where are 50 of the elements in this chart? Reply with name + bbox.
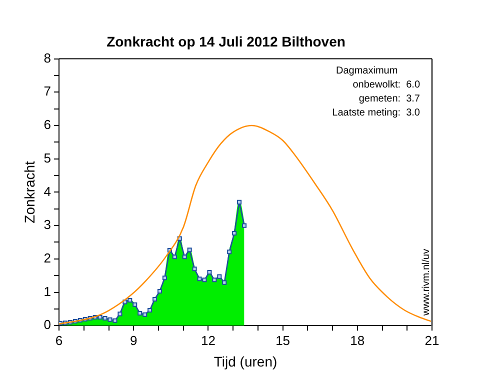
annotation: Laatste meting: 3.0 — [332, 108, 420, 119]
x-tick-label: 15 — [276, 332, 290, 348]
point — [172, 254, 177, 260]
point — [197, 276, 202, 282]
y-tick-label: 4 — [44, 184, 52, 199]
x-tick-label: 21 — [424, 332, 440, 348]
y-axis-title: Zonkracht — [21, 160, 38, 224]
point — [142, 312, 148, 317]
x-tick-label: 6 — [55, 332, 63, 348]
y-tick-label: 7 — [44, 84, 52, 99]
point — [152, 296, 158, 302]
y-tick-label: 0 — [44, 317, 52, 332]
annotation: gemeten: 3.7 — [358, 94, 420, 105]
point — [128, 298, 132, 303]
point — [162, 276, 167, 280]
point — [98, 314, 102, 320]
y-tick-label: 8 — [44, 50, 52, 66]
x-axis-title: Tijd (uren) — [214, 353, 278, 370]
y-tick-label: 1 — [44, 284, 52, 299]
y-tick-label: 6 — [44, 117, 52, 132]
point — [237, 200, 242, 204]
annotation: www.rivm.nl/uv — [420, 248, 432, 317]
point — [187, 248, 192, 252]
point — [112, 318, 118, 323]
point — [217, 274, 222, 279]
y-tick-label: 2 — [44, 250, 52, 266]
point — [192, 266, 197, 272]
point — [118, 312, 122, 316]
point — [242, 223, 247, 228]
x-tick-label: 12 — [200, 332, 216, 348]
point — [157, 288, 162, 294]
point — [222, 280, 227, 285]
point — [108, 317, 112, 322]
point — [148, 308, 152, 313]
annotation: onbewolkt: 6.0 — [352, 80, 420, 91]
x-tick-label: 18 — [350, 332, 365, 348]
y-tick-label: 3 — [44, 217, 52, 232]
point — [132, 302, 138, 307]
point — [138, 310, 142, 316]
y-tick-label: 5 — [44, 150, 52, 166]
point — [182, 254, 187, 260]
point — [202, 278, 207, 282]
chart-title: Zonkracht op 14 Juli 2012 Bilthoven — [106, 33, 346, 50]
point — [212, 278, 217, 282]
point — [227, 250, 232, 254]
x-tick-label: 9 — [130, 332, 138, 348]
point — [102, 316, 108, 321]
annotation: Dagmaximum — [336, 66, 398, 77]
point — [207, 270, 212, 275]
point — [232, 230, 237, 236]
